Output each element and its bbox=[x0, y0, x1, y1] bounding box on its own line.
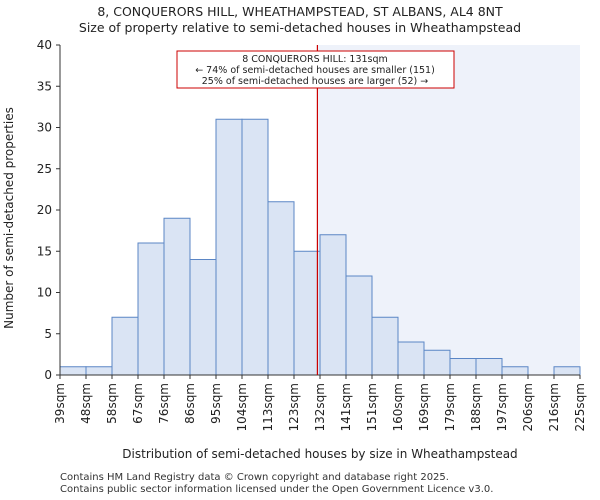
x-tick-label: 188sqm bbox=[469, 383, 483, 431]
chart-title: 8, CONQUERORS HILL, WHEATHAMPSTEAD, ST A… bbox=[97, 4, 503, 19]
y-tick-label: 30 bbox=[37, 121, 52, 135]
x-tick-label: 179sqm bbox=[443, 383, 457, 431]
x-tick-label: 216sqm bbox=[547, 383, 561, 431]
x-tick-label: 86sqm bbox=[183, 383, 197, 424]
footer-licence: Contains public sector information licen… bbox=[60, 484, 494, 495]
x-axis-label: Distribution of semi-detached houses by … bbox=[122, 447, 517, 461]
bar-197sqm bbox=[501, 366, 529, 376]
y-tick-label: 40 bbox=[37, 38, 52, 52]
x-tick-label: 169sqm bbox=[417, 383, 431, 431]
x-tick-label: 197sqm bbox=[495, 383, 509, 431]
x-tick-label: 123sqm bbox=[287, 383, 301, 431]
bar-123sqm bbox=[293, 250, 321, 376]
x-tick-label: 160sqm bbox=[391, 383, 405, 431]
annotation-line-3: 25% of semi-detached houses are larger (… bbox=[202, 76, 429, 87]
y-tick-label: 20 bbox=[37, 203, 52, 217]
annotation-box bbox=[176, 50, 455, 89]
bar-132sqm bbox=[319, 234, 347, 376]
x-tick-label: 58sqm bbox=[105, 383, 119, 424]
histogram-chart: 39sqm 48sqm 58sqm 67sqm 76sqm 86sqm 95sqm 104sq… bbox=[2, 38, 587, 461]
x-tick-label: 48sqm bbox=[79, 383, 93, 424]
bar-86sqm bbox=[189, 259, 217, 376]
x-tick-label: 132sqm bbox=[313, 383, 327, 431]
annotation-line-2: ← 74% of semi-detached houses are smalle… bbox=[195, 65, 435, 76]
bar-67sqm bbox=[137, 242, 165, 376]
footer-copyright: Contains HM Land Registry data © Crown c… bbox=[60, 472, 449, 483]
bar-179sqm bbox=[449, 358, 477, 376]
chart-subtitle: Size of property relative to semi-detach… bbox=[78, 20, 522, 35]
bar-95sqm bbox=[215, 118, 243, 376]
y-tick-label: 25 bbox=[37, 162, 52, 176]
bar-76sqm bbox=[163, 217, 191, 376]
y-tick-label: 0 bbox=[44, 368, 52, 382]
annotation-line-1: 8 CONQUERORS HILL: 131sqm bbox=[242, 54, 388, 65]
bar-48sqm bbox=[85, 366, 113, 376]
y-tick-label: 35 bbox=[37, 79, 52, 93]
x-tick-label: 225sqm bbox=[573, 383, 587, 431]
x-tick-label: 113sqm bbox=[261, 383, 275, 431]
bar-39sqm bbox=[59, 366, 87, 376]
bar-216sqm bbox=[553, 366, 581, 376]
y-tick-label: 5 bbox=[44, 327, 52, 341]
bar-113sqm bbox=[267, 201, 295, 376]
x-tick-label: 141sqm bbox=[339, 383, 353, 431]
bar-141sqm bbox=[345, 275, 373, 376]
x-tick-label: 76sqm bbox=[157, 383, 171, 424]
x-tick-label: 206sqm bbox=[521, 383, 535, 431]
x-tick-label: 39sqm bbox=[53, 383, 67, 424]
x-tick-label: 95sqm bbox=[209, 383, 223, 424]
bar-160sqm bbox=[397, 341, 425, 376]
bar-169sqm bbox=[423, 349, 451, 376]
bar-188sqm bbox=[475, 358, 503, 376]
bar-104sqm bbox=[241, 118, 269, 376]
x-tick-label: 67sqm bbox=[131, 383, 145, 424]
y-tick-label: 15 bbox=[37, 244, 52, 258]
x-tick-label: 104sqm bbox=[235, 383, 249, 431]
bar-58sqm bbox=[111, 316, 139, 376]
y-axis-label: Number of semi-detached properties bbox=[2, 107, 16, 329]
x-tick-label: 151sqm bbox=[365, 383, 379, 431]
bar-151sqm bbox=[371, 316, 399, 376]
y-tick-label: 10 bbox=[37, 286, 52, 300]
